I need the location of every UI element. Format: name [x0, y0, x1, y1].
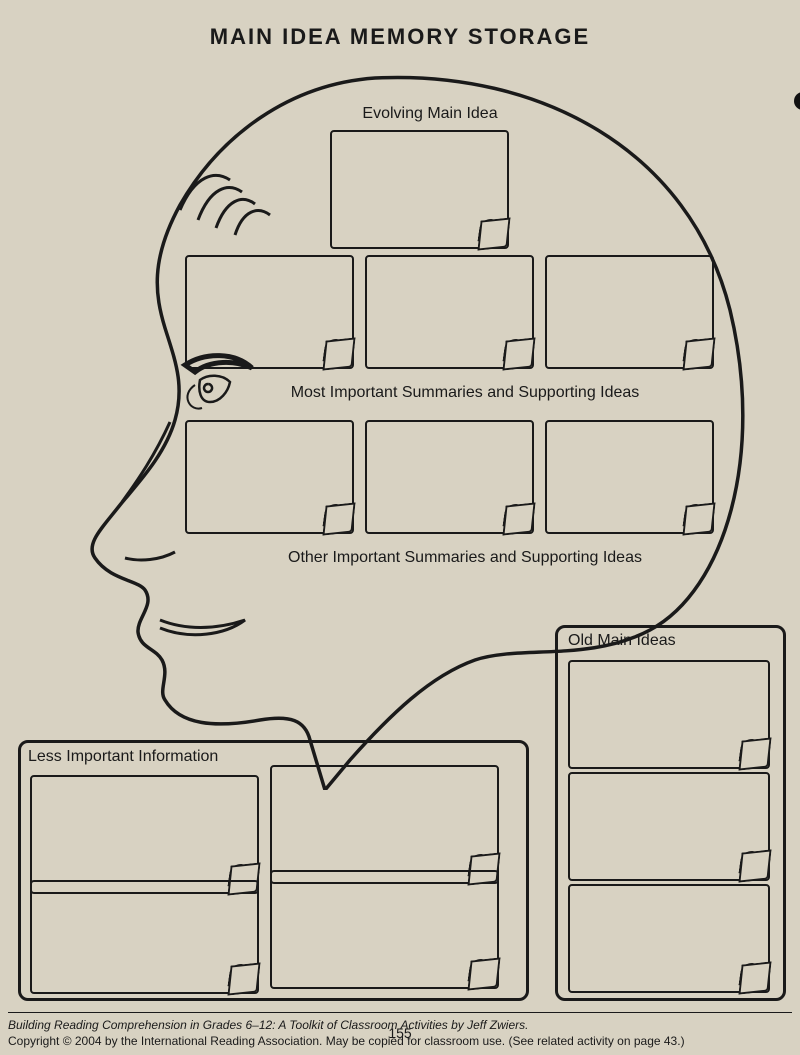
note-less-0	[30, 775, 259, 894]
page-number: 155	[8, 1024, 792, 1043]
label-most-important: Most Important Summaries and Supporting …	[225, 384, 705, 402]
note-less-2	[30, 880, 259, 994]
label-other-important: Other Important Summaries and Supporting…	[210, 549, 720, 567]
note-old-0	[568, 660, 770, 769]
note-old-2	[568, 884, 770, 993]
note-other-2	[545, 420, 714, 534]
note-most-2	[545, 255, 714, 369]
footer: Building Reading Comprehension in Grades…	[8, 1012, 792, 1049]
note-less-3	[270, 870, 499, 989]
page-title: MAIN IDEA MEMORY STORAGE	[0, 24, 800, 50]
label-evolving: Evolving Main Idea	[300, 105, 560, 123]
note-other-0	[185, 420, 354, 534]
worksheet-page: MAIN IDEA MEMORY STORAGE Evolving Main I…	[0, 0, 800, 1055]
note-other-1	[365, 420, 534, 534]
note-most-1	[365, 255, 534, 369]
label-less-important: Less Important Information	[28, 748, 288, 766]
note-most-0	[185, 255, 354, 369]
label-old-ideas: Old Main Ideas	[568, 632, 768, 650]
binder-hole	[794, 92, 800, 110]
note-evolving-0	[330, 130, 509, 249]
note-less-1	[270, 765, 499, 884]
note-old-1	[568, 772, 770, 881]
